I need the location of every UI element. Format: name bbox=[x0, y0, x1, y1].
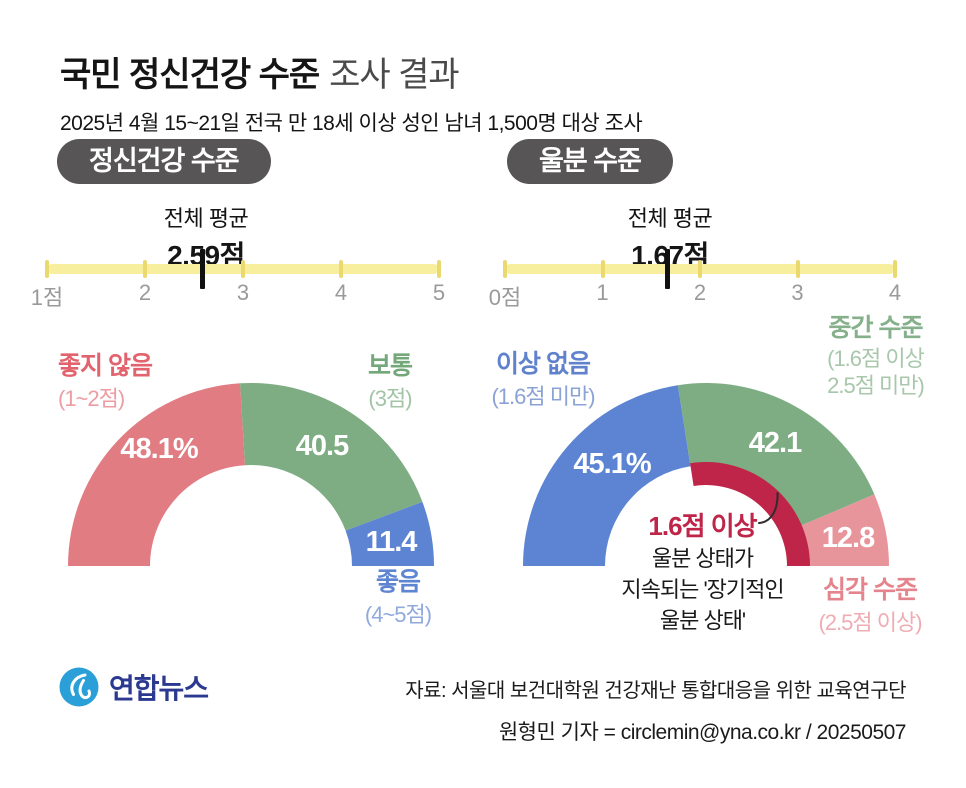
donut-value-label-1: 42.1 bbox=[749, 427, 802, 459]
badge-mental-health: 정신건강 수준 bbox=[57, 139, 271, 184]
scale-tick bbox=[698, 260, 702, 278]
scale-tick-label: 4 bbox=[334, 280, 348, 305]
source-credit: 자료: 서울대 보건대학원 건강재난 통합대응을 위한 교육연구단 bbox=[405, 680, 906, 702]
label-not-good: 좋지 않음 (1~2점) bbox=[58, 352, 153, 411]
scale-tick bbox=[339, 260, 343, 278]
donut-segment-2 bbox=[798, 494, 889, 566]
average-title: 전체 평균 bbox=[163, 206, 249, 231]
half-donut-embitterment: 45.1% 42.1 12.8 bbox=[523, 383, 889, 566]
label-no-issue-name: 이상 없음 bbox=[496, 350, 591, 378]
scale-tick bbox=[437, 260, 441, 278]
label-average-range: (3점) bbox=[368, 385, 412, 411]
inner-band-label: 1.6점 이상 bbox=[648, 511, 757, 541]
yonhap-logo-text: 연합뉴스 bbox=[109, 673, 209, 704]
annotation-line-1: 울분 상태가 bbox=[651, 546, 754, 571]
donut-segment-2 bbox=[345, 501, 434, 566]
donut-segment-1 bbox=[677, 383, 875, 527]
label-not-good-range: (1~2점) bbox=[58, 385, 125, 411]
scale-tick-label: 0점 bbox=[488, 285, 522, 310]
survey-subtitle: 2025년 4월 15~21일 전국 만 18세 이상 성인 남녀 1,500명… bbox=[60, 112, 643, 135]
half-donut-mental-health: 48.1% 40.5 11.4 bbox=[68, 382, 434, 566]
yonhap-logo-icon bbox=[59, 667, 99, 707]
score-scale-left: 1점 2 3 4 5 bbox=[31, 249, 445, 310]
label-severe-name: 심각 수준 bbox=[823, 576, 918, 604]
label-moderate-name: 중간 수준 bbox=[828, 314, 924, 342]
label-moderate-range-2: 2.5점 미만) bbox=[827, 373, 925, 399]
label-average-name: 보통 bbox=[367, 352, 413, 380]
donut-value-label-2: 12.8 bbox=[822, 522, 875, 554]
annotation-line-2: 지속되는 '장기적인 bbox=[621, 577, 784, 602]
scale-tick bbox=[241, 260, 245, 278]
label-average: 보통 (3점) bbox=[335, 352, 445, 411]
donut-segment-0 bbox=[68, 383, 245, 566]
label-moderate: 중간 수준 (1.6점 이상 2.5점 미만) bbox=[798, 314, 953, 399]
label-not-good-name: 좋지 않음 bbox=[58, 352, 153, 380]
score-scale-right: 0점 1 2 3 4 bbox=[489, 249, 901, 310]
scale-tick-label: 3 bbox=[236, 280, 250, 305]
scale-tick bbox=[893, 260, 897, 278]
page-title: 국민 정신건강 수준 조사 결과 bbox=[60, 47, 460, 96]
label-good: 좋음 (4~5점) bbox=[328, 568, 468, 627]
average-marker bbox=[665, 249, 671, 289]
scale-tick bbox=[503, 260, 507, 278]
average-title: 전체 평균 bbox=[627, 206, 713, 231]
label-good-range: (4~5점) bbox=[364, 601, 432, 627]
label-moderate-range-1: (1.6점 이상 bbox=[827, 345, 925, 371]
scale-tick-label: 5 bbox=[432, 280, 446, 305]
scale-tick bbox=[795, 260, 800, 278]
title-main: 국민 정신건강 수준 bbox=[60, 55, 320, 94]
label-severe-range: (2.5점 이상) bbox=[818, 609, 922, 635]
scale-tick-label: 3 bbox=[791, 280, 804, 305]
label-no-issue: 이상 없음 (1.6점 미만) bbox=[473, 350, 613, 409]
yonhap-logo: 연합뉴스 bbox=[58, 666, 209, 708]
donut-segment-1 bbox=[240, 382, 423, 531]
scale-tick-label: 1 bbox=[596, 280, 609, 305]
scale-tick bbox=[600, 260, 605, 278]
label-good-name: 좋음 bbox=[375, 568, 421, 596]
donut-segment-0 bbox=[523, 385, 691, 566]
donut-value-label-0: 45.1% bbox=[573, 448, 651, 480]
title-sub: 조사 결과 bbox=[329, 55, 460, 94]
badge-embitterment: 울분 수준 bbox=[507, 139, 673, 184]
scale-tick bbox=[143, 260, 147, 278]
scale-tick-label: 1점 bbox=[30, 285, 64, 310]
scale-tick-label: 4 bbox=[888, 280, 902, 305]
annotation-line-3: 울분 상태' bbox=[659, 608, 746, 633]
donut-value-label-0: 48.1% bbox=[120, 433, 198, 465]
inner-band-arc bbox=[690, 461, 810, 566]
inner-band-annotation: 1.6점 이상 울분 상태가 지속되는 '장기적인 울분 상태' bbox=[585, 506, 820, 636]
average-left: 전체 평균 2.59점 bbox=[106, 201, 306, 274]
scale-tick bbox=[45, 260, 49, 278]
callout-line bbox=[758, 492, 779, 524]
reporter-credit: 원형민 기자 = circlemin@yna.co.kr / 20250507 bbox=[498, 721, 907, 744]
donut-value-label-2: 11.4 bbox=[366, 526, 418, 558]
donut-value-label-1: 40.5 bbox=[296, 430, 349, 462]
scale-tick-label: 2 bbox=[693, 280, 707, 305]
label-severe: 심각 수준 (2.5점 이상) bbox=[790, 576, 950, 635]
scale-tick-label: 2 bbox=[138, 280, 152, 305]
average-marker bbox=[200, 249, 206, 289]
label-no-issue-range: (1.6점 미만) bbox=[491, 383, 595, 409]
